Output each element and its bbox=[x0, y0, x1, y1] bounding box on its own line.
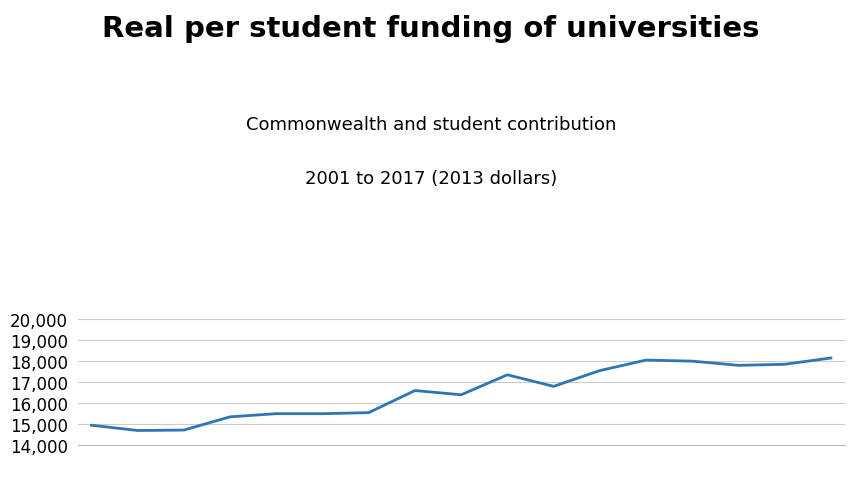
Text: Real per student funding of universities: Real per student funding of universities bbox=[102, 15, 759, 43]
Text: Commonwealth and student contribution: Commonwealth and student contribution bbox=[245, 116, 616, 134]
Text: 2001 to 2017 (2013 dollars): 2001 to 2017 (2013 dollars) bbox=[305, 169, 556, 187]
